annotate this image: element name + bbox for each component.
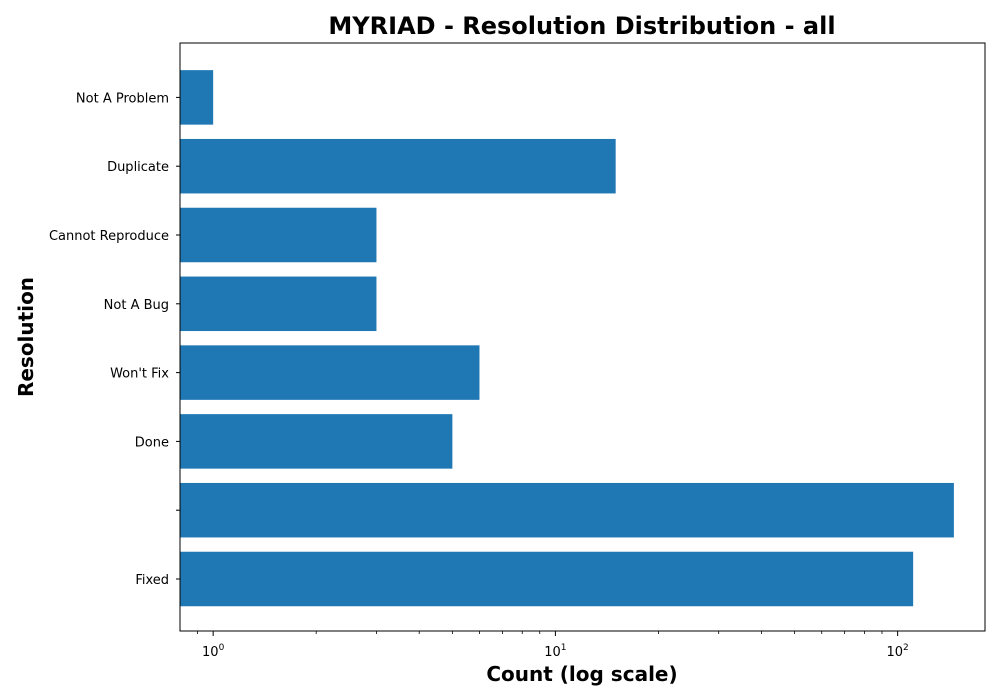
y-axis-label: Resolution (14, 277, 38, 397)
bar-not-a-problem (180, 70, 214, 125)
bar-fixed (180, 551, 914, 607)
bar-not-a-bug (180, 276, 377, 332)
y-ticks-group: Fixed Done Won't Fix Not A Bug Cannot Reprod… (49, 91, 180, 588)
y-tick-label-won-t-fix: Won't Fix (110, 367, 169, 382)
bar-cannot-reproduce (180, 207, 377, 263)
y-tick-label-not-a-problem: Not A Problem (76, 91, 169, 106)
chart-title: MYRIAD - Resolution Distribution - all (328, 12, 835, 40)
bar-won-t-fix (180, 345, 480, 400)
bars-group (180, 70, 954, 607)
y-tick-label-not-a-bug: Not A Bug (104, 298, 169, 313)
y-tick-label-done: Done (135, 435, 169, 450)
y-tick-label-cannot-reproduce: Cannot Reproduce (49, 229, 169, 244)
bar-blank-1 (180, 482, 954, 538)
y-tick-label-fixed: Fixed (135, 573, 169, 588)
plot-frame (179, 42, 986, 632)
bar-duplicate (180, 138, 616, 194)
x-axis-label: Count (log scale) (486, 662, 677, 686)
y-tick-label-duplicate: Duplicate (107, 160, 169, 175)
bar-done (180, 414, 453, 469)
